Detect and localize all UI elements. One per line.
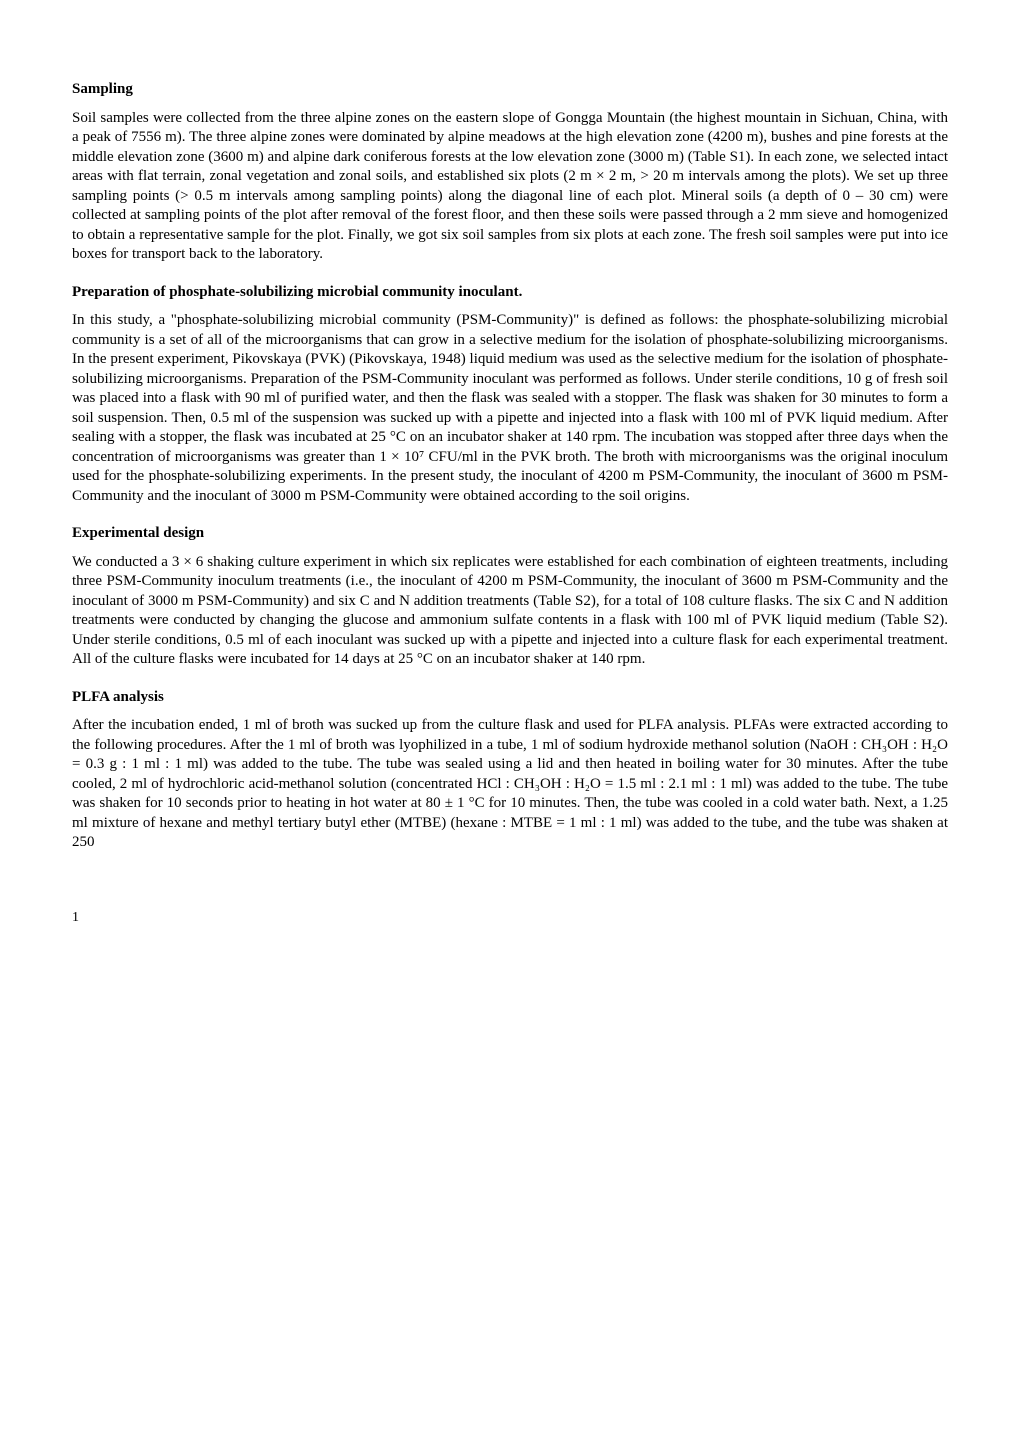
section-para-experimental-design: We conducted a 3 × 6 shaking culture exp…: [72, 553, 948, 670]
section-para-plfa-analysis: After the incubation ended, 1 ml of brot…: [72, 716, 948, 853]
section-para-preparation: In this study, a "phosphate-solubilizing…: [72, 311, 948, 506]
section-heading-experimental-design: Experimental design: [72, 524, 948, 544]
page-number: 1: [72, 909, 948, 927]
section-heading-preparation: Preparation of phosphate-solubilizing mi…: [72, 283, 948, 303]
section-para-sampling: Soil samples were collected from the thr…: [72, 109, 948, 265]
section-heading-sampling: Sampling: [72, 80, 948, 100]
section-heading-plfa-analysis: PLFA analysis: [72, 688, 948, 708]
